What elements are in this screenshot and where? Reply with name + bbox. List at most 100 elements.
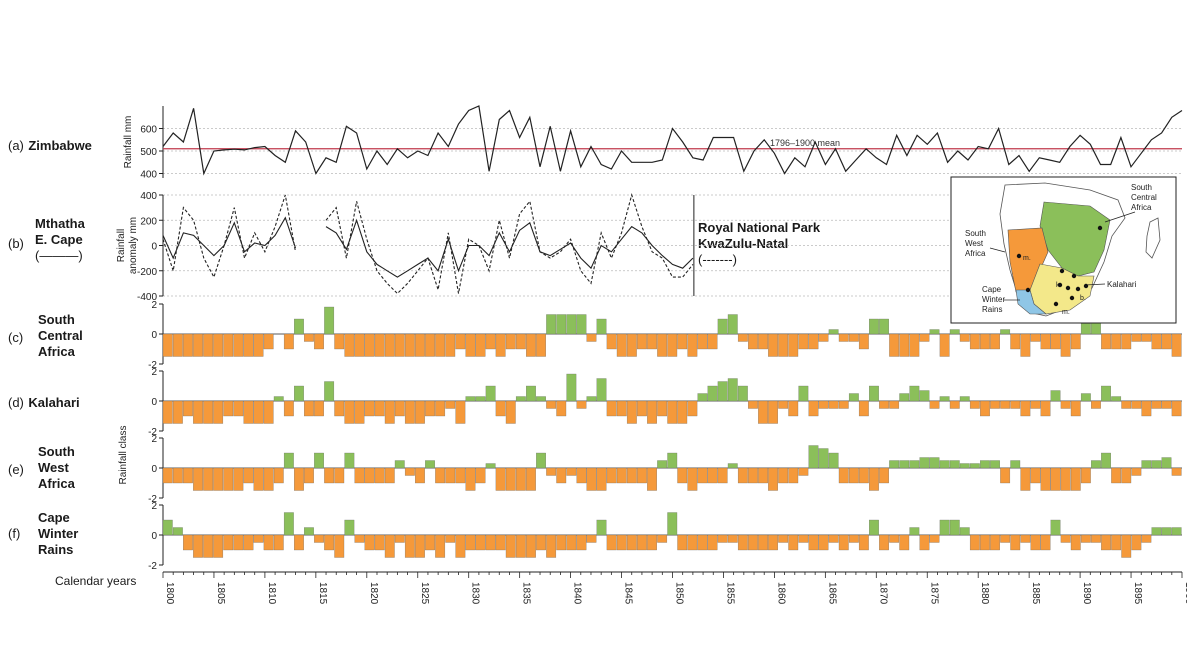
bar-f-1844 <box>606 534 617 551</box>
y-tick-label-f-0: -2 <box>148 561 157 572</box>
bar-c-1806 <box>223 333 234 357</box>
bar-e-1809 <box>253 467 264 491</box>
bar-e-1854 <box>707 467 718 484</box>
x-tick-label-1880: 1880 <box>979 582 990 605</box>
bar-c-1833 <box>495 333 506 357</box>
bar-d-1837 <box>536 396 546 402</box>
y-axis-label-cdef: Rainfall class <box>118 426 129 485</box>
bar-f-1872 <box>889 534 900 543</box>
bar-e-1811 <box>273 467 284 484</box>
series-line-zimbabwe <box>162 105 1183 176</box>
map-station-dot-6 <box>1083 283 1089 289</box>
bar-c-1837 <box>536 333 546 357</box>
bar-f-1867 <box>838 534 849 551</box>
bar-d-1808 <box>243 400 254 424</box>
bar-d-1824 <box>404 400 415 424</box>
bar-e-1863 <box>798 467 809 476</box>
bar-f-1840 <box>566 534 577 551</box>
map-label-cwr-2: Rains <box>982 305 1002 314</box>
map-inset: SouthCentralAfricaSouthWestAfricaCapeWin… <box>950 176 1177 324</box>
bar-d-1859 <box>758 400 768 424</box>
bar-e-1865 <box>818 448 829 469</box>
leader-kal <box>1084 283 1106 286</box>
bar-d-1834 <box>505 400 516 424</box>
bar-e-1839 <box>556 467 567 484</box>
map-station-dots <box>1016 225 1103 307</box>
bar-c-1857 <box>737 333 748 342</box>
bar-c-1807 <box>233 333 244 357</box>
bar-e-1896 <box>1131 467 1142 476</box>
bar-d-1874 <box>909 385 920 402</box>
bar-f-1810 <box>263 534 274 551</box>
map-labels: SouthCentralAfricaSouthWestAfricaCapeWin… <box>965 183 1157 316</box>
bar-c-1884 <box>1010 333 1021 350</box>
bar-e-1890 <box>1070 467 1081 491</box>
bar-c-1890 <box>1070 333 1081 350</box>
bar-e-1841 <box>576 467 587 484</box>
bar-f-1821 <box>374 534 385 551</box>
panel-d-id: (d) <box>8 395 24 410</box>
bar-c-1844 <box>606 333 617 350</box>
bar-f-1870 <box>869 519 879 536</box>
bar-d-1856 <box>727 378 738 402</box>
bar-c-1855 <box>717 318 728 335</box>
bar-c-1870 <box>869 318 879 335</box>
bar-e-1822 <box>384 467 395 484</box>
bar-f-1862 <box>788 534 799 551</box>
bar-f-1868 <box>848 534 859 543</box>
bar-f-1827 <box>435 534 446 558</box>
y-tick-label-e-0: -2 <box>148 494 157 505</box>
bar-e-1887 <box>1040 467 1051 491</box>
x-tick-label-1860: 1860 <box>775 582 786 605</box>
y-tick-label-f-2: 2 <box>151 501 157 512</box>
bar-c-1872 <box>889 333 900 357</box>
bar-c-1852 <box>687 333 698 357</box>
x-tick-label-1890: 1890 <box>1081 582 1092 605</box>
bar-f-1898 <box>1151 527 1162 536</box>
bar-c-1880 <box>969 333 980 350</box>
bar-f-1826 <box>425 534 435 551</box>
bar-f-1875 <box>919 534 930 551</box>
map-label-m1: m. <box>1023 255 1031 262</box>
bar-f-1861 <box>778 534 789 543</box>
x-tick-label-1855: 1855 <box>724 582 735 605</box>
bar-e-1884 <box>1010 460 1021 469</box>
bar-c-1805 <box>213 333 224 357</box>
panel-f-name-line-2: Winter <box>38 526 79 541</box>
bar-d-1835 <box>515 396 526 402</box>
bar-e-1900 <box>1171 467 1182 476</box>
bar-d-1883 <box>1000 400 1011 409</box>
bar-e-1883 <box>1000 467 1011 484</box>
bar-c-1869 <box>858 333 869 350</box>
bar-c-1845 <box>616 333 627 357</box>
bar-e-1807 <box>233 467 244 491</box>
bar-f-1865 <box>818 534 829 551</box>
bar-d-1832 <box>485 385 496 402</box>
map-station-dot-2 <box>1071 273 1077 279</box>
panel-b-right-legend: (-------) <box>698 252 737 267</box>
panel-f-id: (f) <box>8 526 21 541</box>
bar-f-1871 <box>879 534 889 551</box>
bar-d-1899 <box>1161 400 1172 409</box>
map-label-sca-0: South <box>1131 183 1152 192</box>
bar-f-1845 <box>616 534 627 551</box>
x-tick-label-1850: 1850 <box>674 582 685 605</box>
bar-c-1900 <box>1171 333 1182 357</box>
bar-c-1851 <box>677 333 688 350</box>
bar-f-1854 <box>707 534 718 551</box>
bar-e-1870 <box>869 467 879 491</box>
bar-f-1888 <box>1050 519 1061 536</box>
bar-f-1811 <box>273 534 284 551</box>
map-station-dot-3 <box>1057 282 1063 288</box>
bar-c-1830 <box>465 333 476 357</box>
x-tick-label-1840: 1840 <box>572 582 583 605</box>
bar-c-1866 <box>828 329 839 335</box>
bar-d-1840 <box>566 373 577 402</box>
panel-f-name-line-3: Rains <box>38 542 74 557</box>
panel-f-name-line-1: Cape <box>38 510 70 525</box>
bar-f-1814 <box>304 527 314 536</box>
bar-f-1809 <box>253 534 264 543</box>
bar-d-1881 <box>980 400 990 417</box>
panel-e-id: (e) <box>8 462 24 477</box>
bar-c-1832 <box>485 333 496 350</box>
